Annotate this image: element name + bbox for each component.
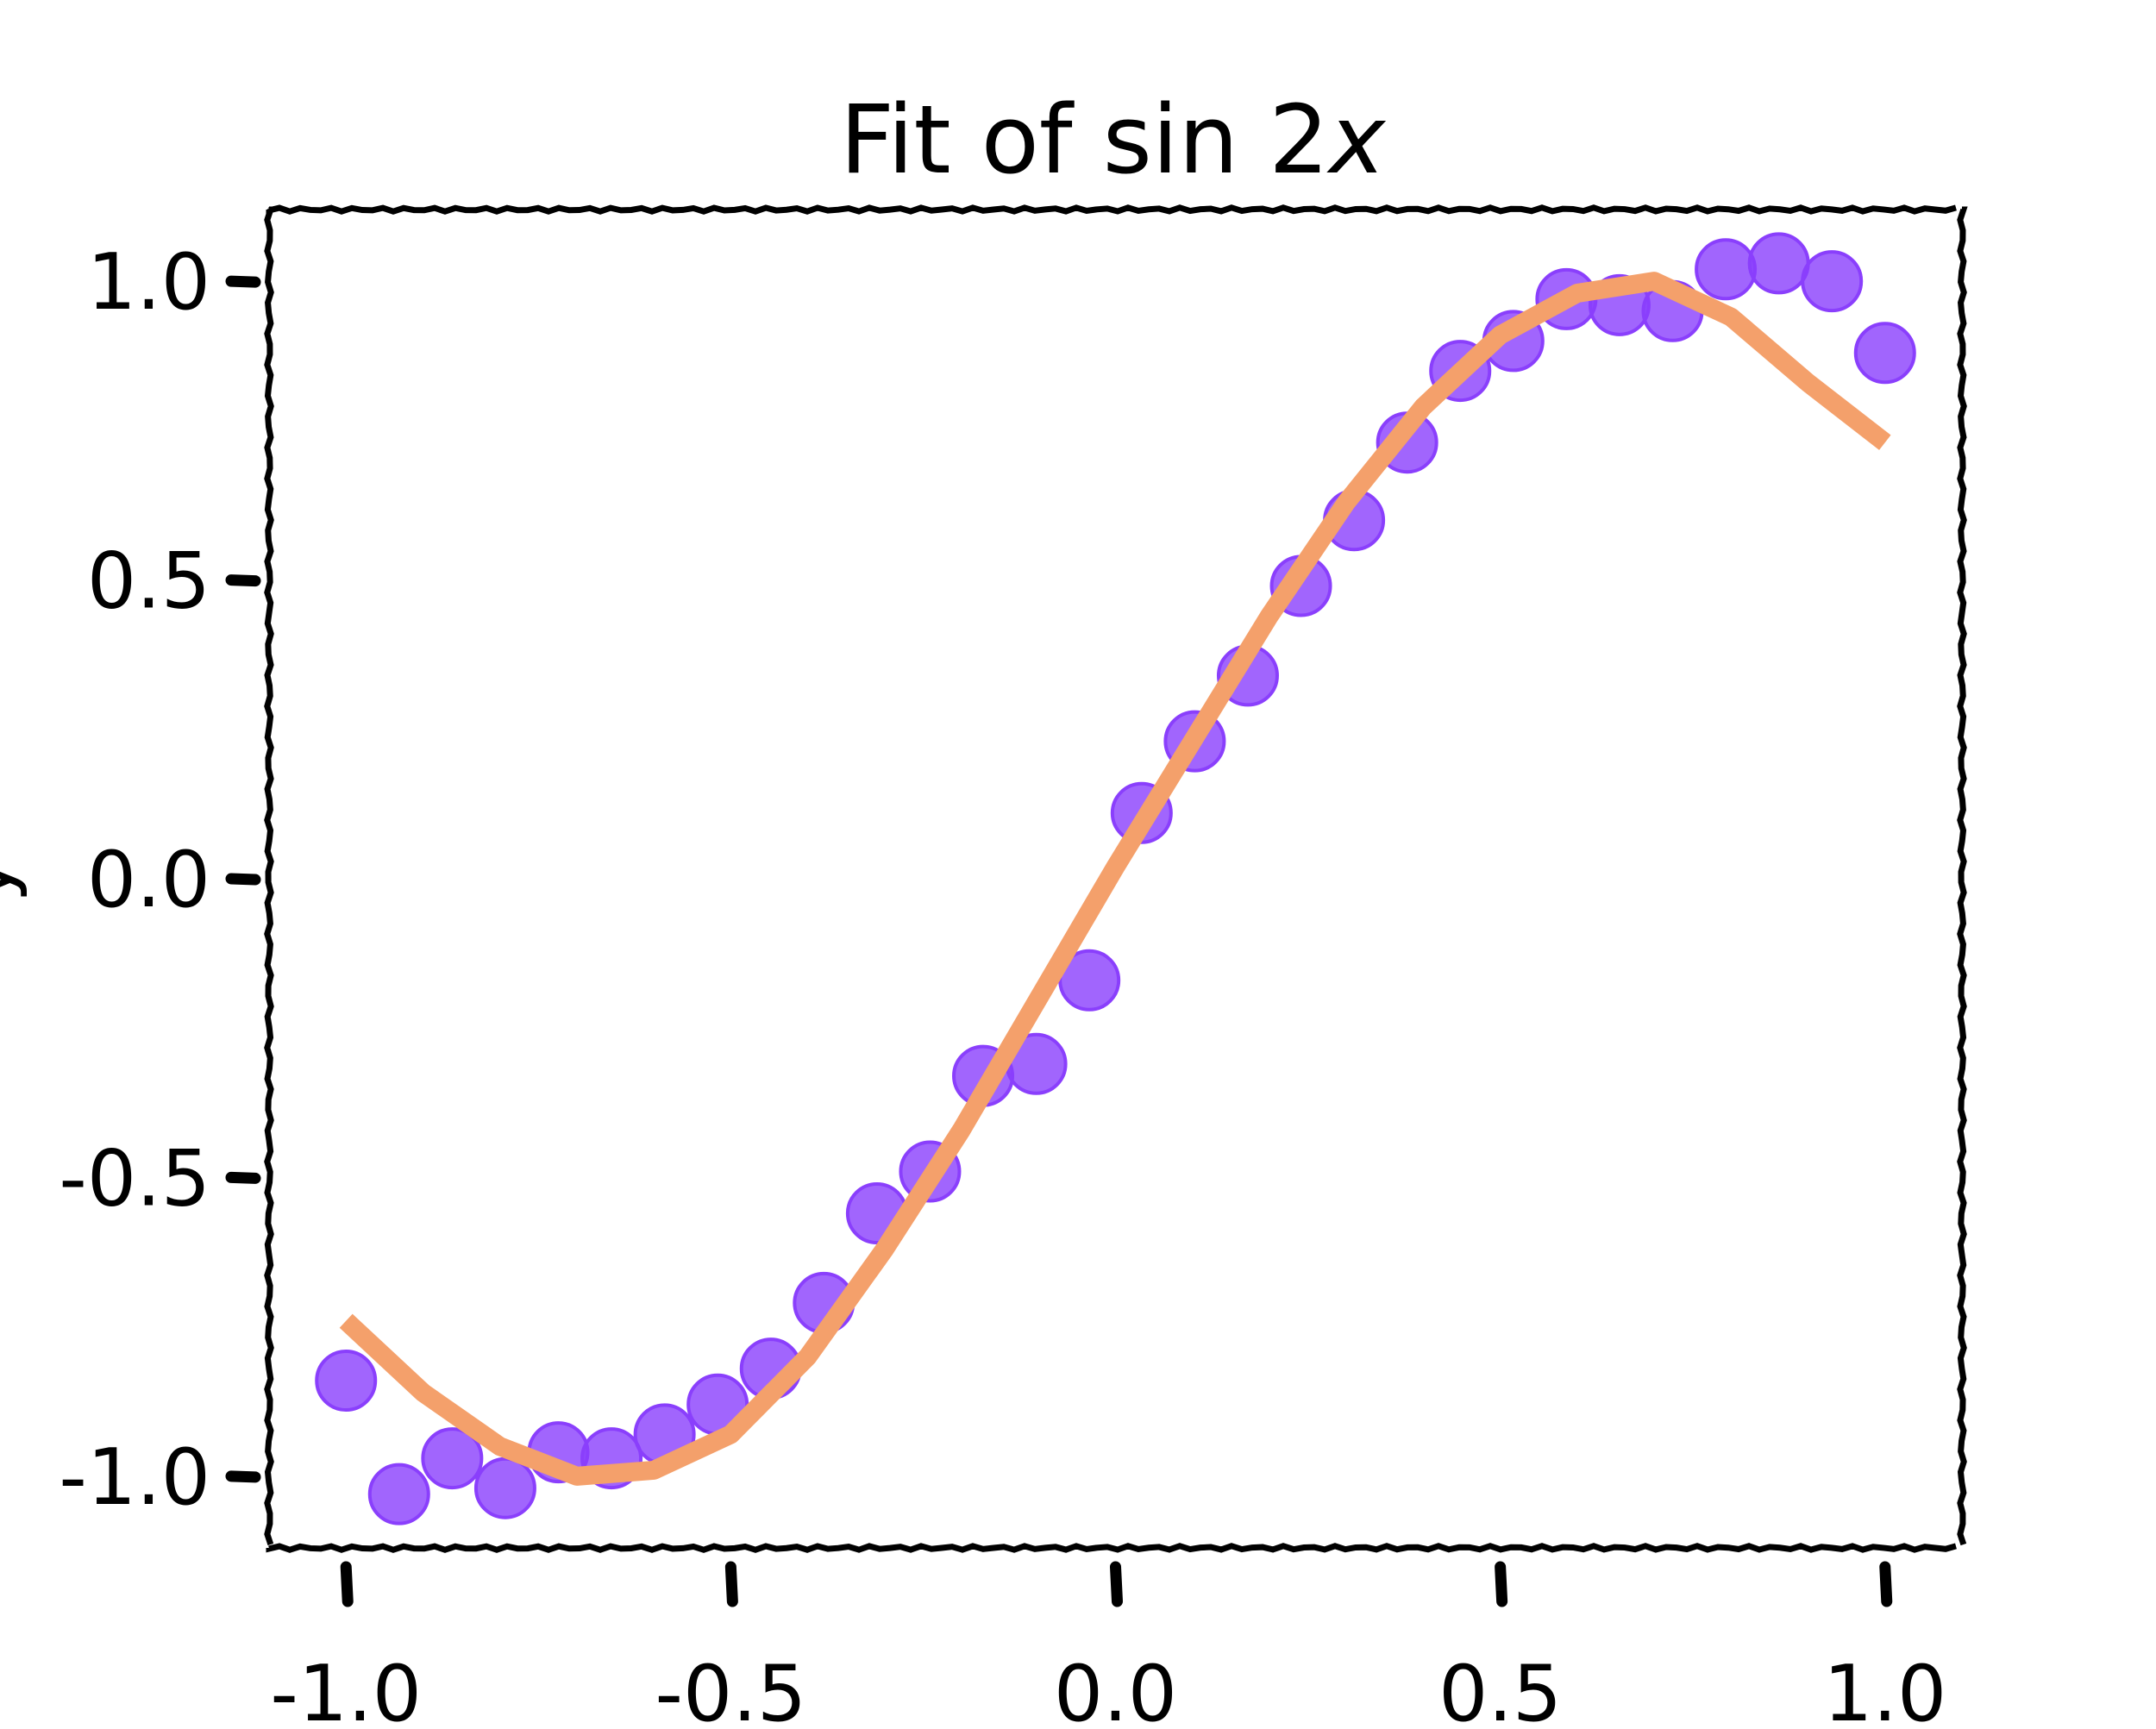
x-tick-mark [1495,1561,1508,1607]
x-tick-label: 0.5 [1438,1649,1562,1725]
series-layer [315,232,1916,1525]
scatter-point [1695,238,1758,301]
x-tick-mark [340,1561,354,1607]
y-tick-label: 0.5 [87,536,210,627]
x-axis-ticks: -1.0 -0.5 0.0 0.5 1.0 [270,1561,1946,1729]
scatter-point [421,1427,484,1490]
frame-right [1957,206,1968,1546]
y-tick-mark [225,1470,261,1483]
scatter-point [315,1350,378,1412]
fit-line [339,272,1891,1486]
y-tick-mark [225,275,261,288]
chart-title-var: x [1326,85,1387,195]
scatter-point [1853,322,1916,385]
x-tick-label: -0.5 [655,1649,807,1725]
x-tick-mark [724,1561,738,1607]
x-tick-label: 1.0 [1823,1649,1946,1725]
scatter-point [1747,232,1810,295]
scatter-point [1801,250,1864,313]
y-tick-mark [225,1171,261,1184]
y-tick-label: 1.0 [87,237,210,328]
x-tick-label: 0.0 [1054,1649,1177,1725]
y-tick-mark [225,873,261,886]
scatter-point [473,1456,536,1519]
chart-title-main: Fit of sin 2 [840,85,1329,195]
x-tick-mark [1110,1561,1123,1607]
x-tick-label: -1.0 [270,1649,422,1725]
y-tick-mark [225,574,261,587]
chart-title: Fit of sin 2x [840,85,1387,195]
scatter-point [367,1463,430,1525]
frame-bottom [266,1543,1957,1553]
y-tick-label: 0.0 [87,835,210,925]
frame-top [266,204,1957,215]
plot-frame [264,204,1968,1553]
y-tick-label: -0.5 [59,1133,210,1224]
frame-left [264,206,275,1546]
x-tick-mark [1879,1561,1893,1607]
y-axis-ticks: 1.0 0.5 0.0 -0.5 -1.0 [59,237,261,1523]
y-axis-label: y [0,856,29,902]
y-tick-label: -1.0 [59,1432,210,1523]
